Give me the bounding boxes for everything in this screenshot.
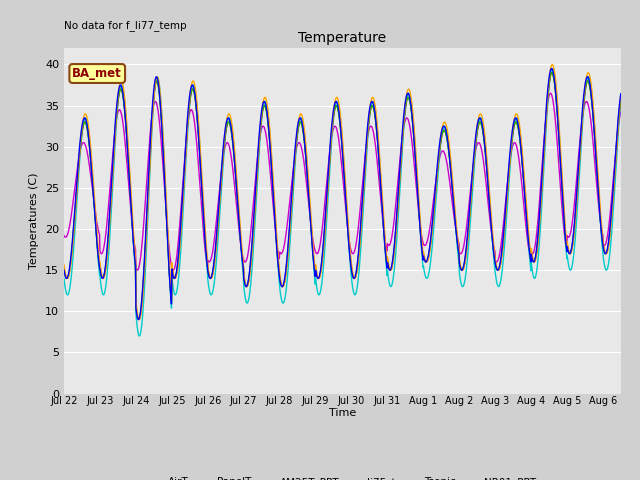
Tsonic: [171, 264, 179, 270]
Line: AirT: AirT: [64, 72, 621, 320]
li75_t: [161, 158, 168, 164]
PanelT: [548, 66, 556, 72]
X-axis label: Time: Time: [329, 408, 356, 418]
PanelT: [617, 91, 625, 96]
Y-axis label: Temperatures (C): Temperatures (C): [29, 172, 40, 269]
AirT: [221, 134, 229, 140]
AM25T_PRT: [171, 276, 179, 281]
Line: Tsonic: Tsonic: [64, 93, 621, 270]
Tsonic: [221, 144, 229, 150]
Tsonic: [272, 230, 280, 236]
NR01_PRT: [221, 137, 229, 143]
AM25T_PRT: [482, 153, 490, 159]
li75_t: [617, 92, 625, 98]
Line: li75_t: li75_t: [64, 64, 621, 320]
NR01_PRT: [161, 160, 168, 166]
AirT: [171, 276, 179, 281]
AM25T_PRT: [60, 266, 68, 272]
AM25T_PRT: [272, 228, 280, 233]
PanelT: [272, 228, 280, 234]
NR01_PRT: [549, 66, 557, 72]
li75_t: [171, 276, 179, 281]
PanelT: [134, 317, 142, 323]
PanelT: [171, 275, 179, 281]
li75_t: [136, 317, 143, 323]
AirT: [482, 151, 490, 157]
li75_t: [548, 61, 556, 67]
NR01_PRT: [272, 225, 280, 231]
Tsonic: [547, 90, 554, 96]
PanelT: [221, 128, 229, 133]
AM25T_PRT: [548, 70, 556, 75]
PanelT: [543, 90, 551, 96]
li75_t: [543, 96, 551, 101]
NR01_PRT: [171, 292, 179, 298]
Text: No data for f_li77_temp: No data for f_li77_temp: [64, 20, 187, 31]
AirT: [161, 168, 168, 174]
li75_t: [482, 141, 490, 146]
Tsonic: [482, 176, 490, 182]
AirT: [272, 225, 280, 230]
Title: Temperature: Temperature: [298, 32, 387, 46]
NR01_PRT: [136, 333, 143, 339]
PanelT: [161, 173, 168, 179]
NR01_PRT: [60, 276, 68, 281]
NR01_PRT: [543, 104, 551, 110]
li75_t: [272, 216, 280, 222]
Line: AM25T_PRT: AM25T_PRT: [64, 72, 621, 320]
NR01_PRT: [482, 145, 490, 151]
AM25T_PRT: [134, 317, 142, 323]
AM25T_PRT: [161, 172, 168, 178]
Text: BA_met: BA_met: [72, 67, 122, 80]
AirT: [135, 317, 143, 323]
AirT: [548, 70, 556, 75]
AirT: [617, 97, 625, 103]
AM25T_PRT: [543, 96, 551, 102]
Tsonic: [60, 233, 68, 239]
Tsonic: [543, 102, 551, 108]
AirT: [60, 265, 68, 271]
li75_t: [60, 262, 68, 268]
AM25T_PRT: [617, 96, 625, 102]
PanelT: [482, 152, 490, 158]
Line: NR01_PRT: NR01_PRT: [64, 69, 621, 336]
PanelT: [60, 267, 68, 273]
Tsonic: [617, 109, 625, 115]
Tsonic: [134, 267, 141, 273]
NR01_PRT: [617, 99, 625, 105]
AM25T_PRT: [221, 133, 229, 139]
AirT: [543, 98, 551, 104]
Line: PanelT: PanelT: [64, 69, 621, 320]
Legend: AirT, PanelT, AM25T_PRT, li75_t, Tsonic, NR01_PRT: AirT, PanelT, AM25T_PRT, li75_t, Tsonic,…: [145, 473, 540, 480]
Tsonic: [161, 183, 168, 189]
li75_t: [221, 130, 229, 136]
